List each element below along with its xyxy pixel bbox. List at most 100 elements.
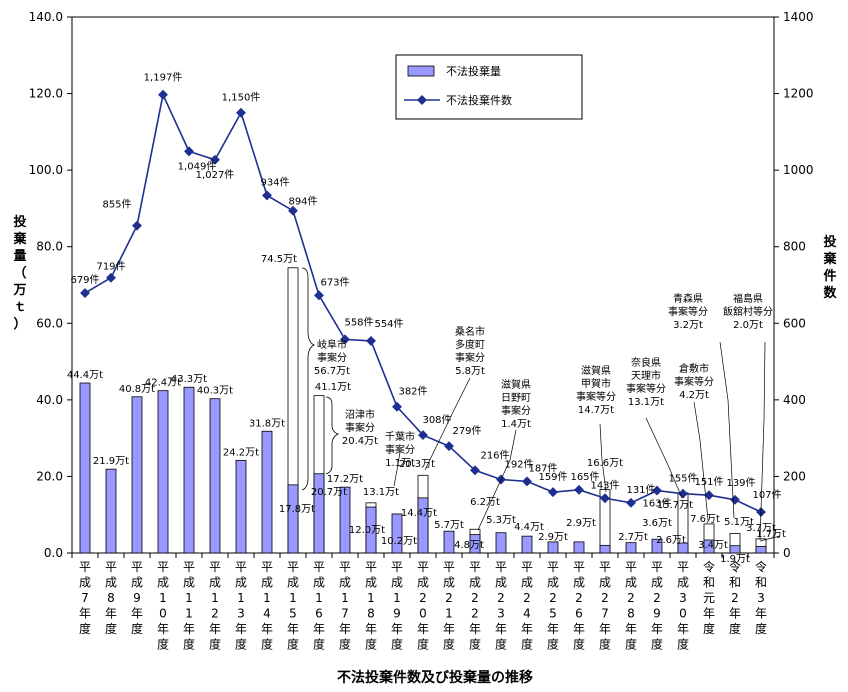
annotation-text: 滋賀県甲賀市事案等分 14.7万t (576, 364, 616, 416)
bar-value-label: 24.2万t (223, 447, 259, 458)
count-point (730, 494, 740, 505)
count-point (418, 430, 428, 441)
category-label: 平成 8 年度 (105, 560, 117, 636)
bar-total-label: 16.6万t (587, 458, 623, 469)
count-value-label: 558件 (344, 316, 373, 328)
y-left-tick-label: 20.0 (36, 469, 63, 483)
count-point (652, 485, 662, 496)
legend-bar-label: 不法投棄量 (446, 64, 501, 78)
category-label: 平成 7 年度 (79, 560, 91, 636)
category-label: 平成 2 7 年度 (599, 560, 611, 652)
category-label: 平成 1 3 年度 (235, 560, 247, 652)
annotation-connector (719, 341, 735, 519)
bar (677, 542, 689, 554)
bar (131, 396, 143, 554)
bar-value-label: 43.3万t (171, 374, 207, 385)
count-point (314, 290, 324, 301)
category-label: 平成 2 0 年度 (417, 560, 429, 652)
y-right-tick-label: 1200 (783, 87, 814, 101)
y-right-tick-label: 0 (783, 546, 791, 560)
category-label: 平成 2 3 年度 (495, 560, 507, 652)
category-label: 令和元年度 (703, 559, 715, 636)
count-value-label: 1,150件 (222, 92, 261, 104)
y-left-tick-label: 140.0 (29, 10, 63, 24)
count-value-label: 1,197件 (144, 72, 183, 84)
bar-value-label: 31.8万t (249, 418, 285, 429)
count-point (704, 490, 714, 501)
count-value-label: 159件 (538, 471, 567, 483)
y-left-tick-label: 100.0 (29, 163, 63, 177)
category-label: 平成 1 4 年度 (261, 560, 273, 652)
count-value-label: 107件 (752, 489, 781, 501)
annotation-connector (477, 429, 517, 531)
y-left-axis-title: 投棄量（万ｔ） (12, 214, 27, 332)
bar (729, 545, 741, 554)
bar (365, 506, 377, 554)
bar (417, 497, 429, 554)
bar-value-label: 2.9万t (566, 518, 596, 529)
annotation-brace (325, 396, 340, 475)
count-point (158, 89, 168, 100)
count-point (522, 476, 532, 487)
bar (443, 530, 455, 554)
bar-value-label: 1.9万t (720, 554, 750, 565)
bar (209, 398, 221, 554)
count-point (366, 335, 376, 346)
y-right-tick-label: 200 (783, 469, 806, 483)
count-point (392, 401, 402, 412)
bar (573, 541, 585, 554)
annotation-text: 倉敷市事案等分 4.2万t (674, 362, 714, 401)
count-point (262, 190, 272, 201)
bar-total-label: 20.3万t (399, 459, 435, 470)
y-right-tick-label: 1000 (783, 163, 814, 177)
category-label: 平成 2 2 年度 (469, 560, 481, 652)
bar-value-label: 40.3万t (197, 386, 233, 397)
category-label: 平成 2 1 年度 (443, 560, 455, 652)
bar-total-label: 41.1万t (315, 382, 351, 393)
bar (703, 539, 715, 554)
count-point (236, 107, 246, 118)
bars-group (79, 267, 767, 554)
y-right-axis-title: 投棄件数 (822, 234, 837, 301)
count-point (340, 334, 350, 345)
bar-value-label: 2.9万t (538, 532, 568, 543)
bar-value-label: 3.6万t (642, 518, 672, 529)
annotation-connector (645, 417, 683, 499)
count-point (470, 465, 480, 476)
annotation-text: 滋賀県日野町事案分 1.4万t (501, 378, 531, 430)
y-left-tick-label: 60.0 (36, 316, 63, 330)
category-label: 平成 1 1 年度 (183, 560, 195, 652)
bar-value-label: 44.4万t (67, 370, 103, 381)
bar-total-label: 3.7万t (746, 523, 776, 534)
bar (495, 532, 507, 554)
annotation-connector (693, 401, 709, 521)
category-label: 平成 1 7 年度 (339, 560, 351, 652)
bar-total-label: 6.2万t (470, 497, 500, 508)
bar-value-label: 5.7万t (434, 520, 464, 531)
category-label: 令和 2 年度 (729, 559, 741, 636)
count-value-label: 151件 (694, 476, 723, 488)
count-value-label: 382件 (398, 386, 427, 398)
bar (157, 390, 169, 554)
count-point (106, 272, 116, 283)
bar-value-label: 21.9万t (93, 456, 129, 467)
annotation-connector (759, 341, 766, 541)
count-value-label: 155件 (668, 473, 697, 485)
bar-value-label: 14.4万t (401, 508, 437, 519)
bar-value-label: 17.8万t (279, 504, 315, 515)
legend: 不法投棄量 不法投棄件数 (395, 54, 583, 120)
bar (625, 542, 637, 554)
bar (339, 486, 351, 554)
bar-value-label: 17.2万t (327, 474, 363, 485)
annotation-text: 沼津市事案分 20.4万t (342, 408, 378, 447)
bar (521, 535, 533, 554)
bar (79, 382, 91, 554)
bar (287, 484, 299, 554)
annotation-connector (599, 423, 607, 493)
count-value-label: 934件 (260, 176, 289, 188)
bar (235, 459, 247, 554)
bar (651, 538, 663, 554)
y-left-tick-label: 0.0 (44, 546, 63, 560)
